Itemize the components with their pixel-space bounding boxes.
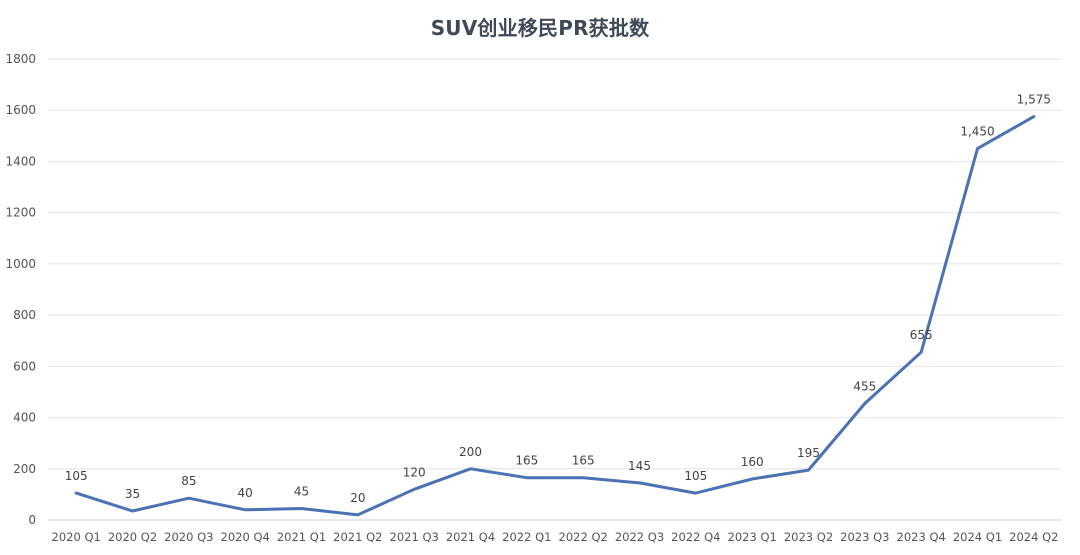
data-label: 160 (741, 455, 764, 469)
x-tick-label: 2023 Q4 (897, 530, 946, 544)
x-tick-label: 2020 Q3 (164, 530, 213, 544)
data-label: 165 (515, 454, 538, 468)
x-tick-label: 2024 Q1 (953, 530, 1002, 544)
data-label: 455 (853, 379, 876, 393)
x-tick-label: 2022 Q4 (671, 530, 720, 544)
series-line-layer (74, 115, 1036, 517)
data-label: 200 (459, 445, 482, 459)
data-label: 35 (125, 487, 140, 501)
y-tick-label: 600 (13, 359, 36, 373)
gridlines (48, 58, 1062, 521)
y-tick-label: 1200 (5, 206, 36, 220)
y-tick-label: 1600 (5, 103, 36, 117)
x-axis-ticks: 2020 Q1 2020 Q2 2020 Q3 2020 Q4 2021 Q1 2021 … (52, 530, 1059, 544)
data-label: 1,450 (960, 125, 994, 139)
y-tick-label: 1000 (5, 257, 36, 271)
data-label: 195 (797, 446, 820, 460)
data-label: 165 (572, 454, 595, 468)
series-line (74, 115, 1036, 517)
data-label: 145 (628, 459, 651, 473)
data-labels: 105 35 85 40 45 20 120 200 165 165 145 105 160 195 455… (65, 93, 1051, 505)
data-label: 45 (294, 484, 309, 498)
data-label: 105 (684, 469, 707, 483)
y-tick-label: 0 (28, 513, 36, 527)
chart-title: SUV创业移民PR获批数 (430, 16, 650, 40)
x-tick-label: 2021 Q3 (390, 530, 439, 544)
x-tick-label: 2022 Q2 (559, 530, 608, 544)
y-tick-label: 200 (13, 462, 36, 476)
x-tick-label: 2023 Q1 (728, 530, 777, 544)
data-label: 1,575 (1017, 93, 1051, 107)
y-tick-label: 1800 (5, 52, 36, 66)
data-label: 655 (910, 328, 933, 342)
x-tick-label: 2020 Q4 (221, 530, 270, 544)
x-tick-label: 2020 Q2 (108, 530, 157, 544)
x-tick-label: 2023 Q2 (784, 530, 833, 544)
data-label: 20 (350, 491, 365, 505)
y-tick-label: 1400 (5, 154, 36, 168)
x-tick-label: 2022 Q1 (502, 530, 551, 544)
x-tick-label: 2021 Q2 (333, 530, 382, 544)
data-label: 105 (65, 469, 88, 483)
data-label: 120 (403, 465, 426, 479)
data-label: 40 (238, 486, 253, 500)
y-tick-label: 800 (13, 308, 36, 322)
y-axis-ticks: 0 200 400 600 800 1000 1200 1400 1600 1800 (5, 52, 36, 527)
data-label: 85 (181, 474, 196, 488)
x-tick-label: 2020 Q1 (52, 530, 101, 544)
y-tick-label: 400 (13, 411, 36, 425)
x-tick-label: 2023 Q3 (840, 530, 889, 544)
x-tick-label: 2021 Q1 (277, 530, 326, 544)
x-tick-label: 2024 Q2 (1009, 530, 1058, 544)
x-tick-label: 2022 Q3 (615, 530, 664, 544)
x-tick-label: 2021 Q4 (446, 530, 495, 544)
